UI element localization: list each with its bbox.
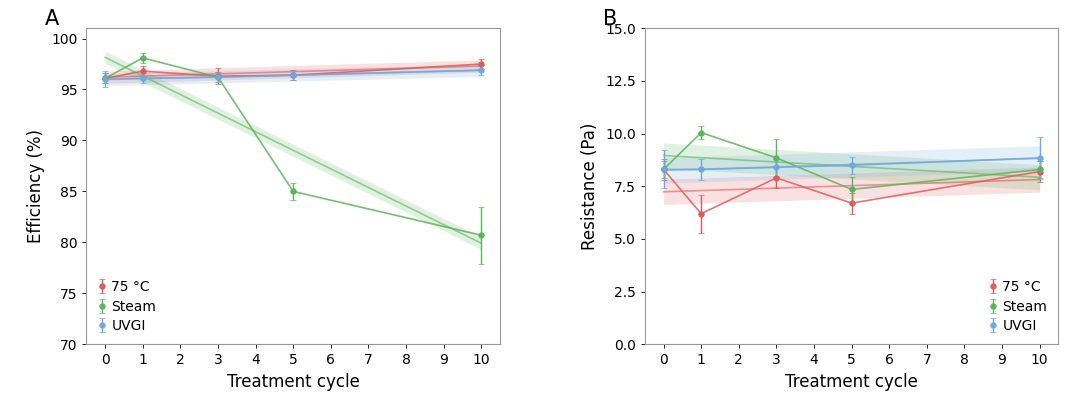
X-axis label: Treatment cycle: Treatment cycle xyxy=(227,373,360,391)
Text: A: A xyxy=(45,9,59,30)
Legend: 75 °C, Steam, UVGI: 75 °C, Steam, UVGI xyxy=(93,276,161,337)
Y-axis label: Efficiency (%): Efficiency (%) xyxy=(27,129,45,243)
X-axis label: Treatment cycle: Treatment cycle xyxy=(785,373,918,391)
Legend: 75 °C, Steam, UVGI: 75 °C, Steam, UVGI xyxy=(984,276,1052,337)
Y-axis label: Resistance (Pa): Resistance (Pa) xyxy=(581,123,599,250)
Text: B: B xyxy=(604,9,618,30)
